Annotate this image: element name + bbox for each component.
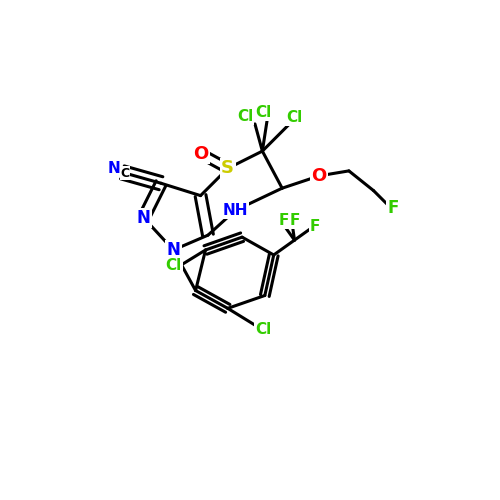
Text: C: C [120, 167, 130, 180]
Text: F: F [310, 219, 320, 234]
Text: NH: NH [222, 203, 248, 218]
Text: Cl: Cl [165, 258, 182, 274]
Text: O: O [193, 144, 208, 162]
Text: F: F [290, 213, 300, 228]
Text: Cl: Cl [255, 322, 272, 336]
Text: N: N [107, 161, 120, 176]
Text: N: N [137, 209, 150, 227]
Text: S: S [221, 160, 234, 178]
Text: F: F [388, 199, 399, 217]
Text: F: F [278, 213, 289, 228]
Text: Cl: Cl [237, 109, 253, 124]
Text: O: O [312, 167, 327, 185]
Text: N: N [166, 241, 180, 259]
Text: Cl: Cl [286, 110, 302, 125]
Text: Cl: Cl [256, 105, 272, 120]
